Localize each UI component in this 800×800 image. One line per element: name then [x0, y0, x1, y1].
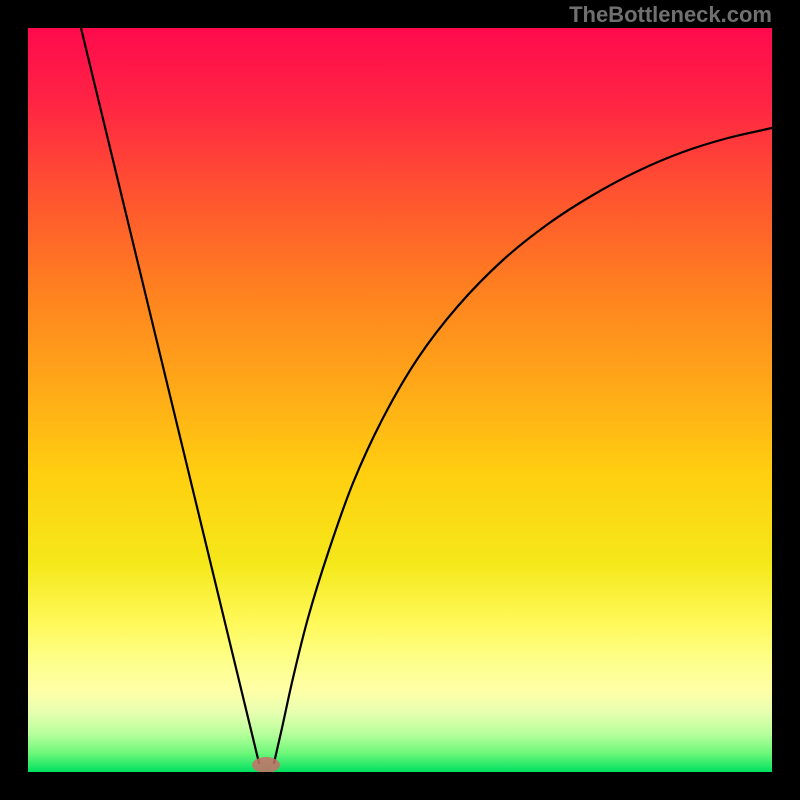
watermark-text: TheBottleneck.com: [569, 2, 772, 28]
chart-container: TheBottleneck.com: [0, 0, 800, 800]
gradient-background: [28, 28, 772, 772]
plot-area: [28, 28, 772, 772]
